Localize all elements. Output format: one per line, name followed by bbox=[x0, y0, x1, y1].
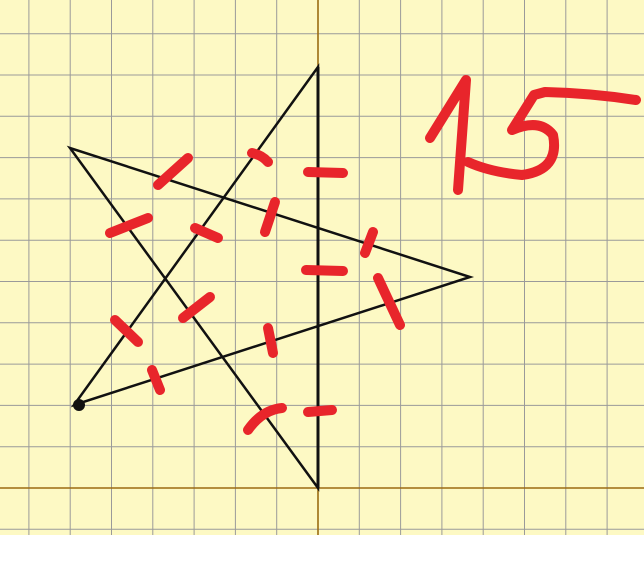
digit-1-stroke bbox=[425, 75, 471, 195]
tally-mark bbox=[303, 167, 348, 178]
tally-mark bbox=[110, 315, 143, 347]
tally-mark bbox=[190, 223, 223, 243]
tally-mark bbox=[360, 227, 378, 258]
tally-mark bbox=[373, 273, 405, 330]
tally-mark bbox=[105, 213, 153, 238]
tally-mark bbox=[263, 323, 278, 358]
tally-mark bbox=[303, 405, 337, 417]
handwritten-number-15 bbox=[425, 75, 641, 195]
red-tally-marks bbox=[105, 148, 405, 435]
tally-mark bbox=[178, 292, 215, 323]
digit-5-stroke bbox=[463, 87, 641, 180]
tally-mark bbox=[153, 153, 193, 190]
tally-mark bbox=[247, 148, 273, 167]
tally-mark bbox=[243, 403, 287, 435]
tally-mark bbox=[260, 197, 280, 237]
tally-mark bbox=[147, 365, 165, 395]
tally-mark bbox=[301, 265, 348, 276]
star-vertex-dot bbox=[73, 399, 85, 411]
